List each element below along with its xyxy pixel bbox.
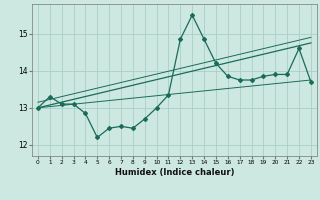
X-axis label: Humidex (Indice chaleur): Humidex (Indice chaleur) <box>115 168 234 177</box>
